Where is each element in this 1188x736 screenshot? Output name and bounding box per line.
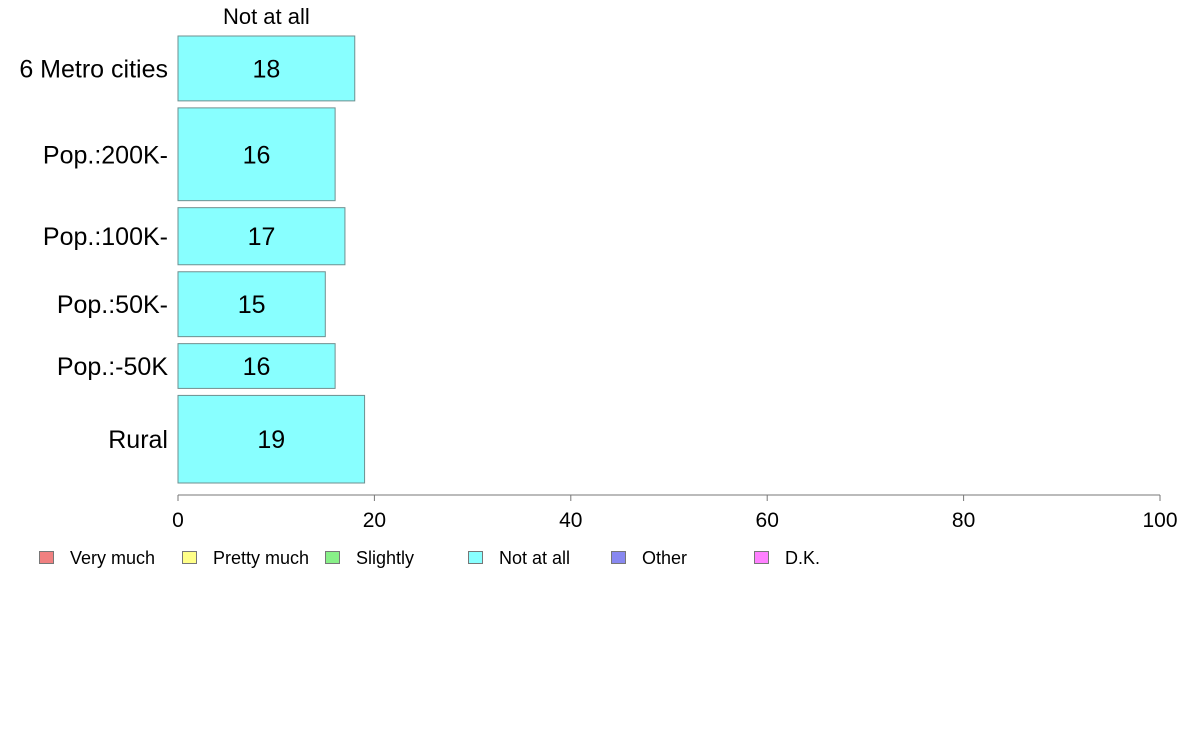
legend-label-3: Not at all bbox=[499, 548, 571, 568]
data-label-1: 16 bbox=[243, 141, 271, 169]
bar-5 bbox=[177, 394, 366, 484]
bar-3 bbox=[177, 271, 326, 338]
x-tick-label-0: 0 bbox=[172, 509, 184, 532]
legend: Very much Pretty much Slightly Not at all Ot… bbox=[0, 546, 1188, 572]
category-label-3: Pop.:50K- bbox=[57, 291, 168, 319]
chart-title: Not at all bbox=[223, 4, 310, 29]
data-label-3: 15 bbox=[238, 291, 266, 319]
bar-2 bbox=[177, 207, 346, 266]
legend-swatch-5 bbox=[754, 551, 769, 564]
legend-label-0: Very much bbox=[70, 548, 156, 568]
legend-swatch-0 bbox=[39, 551, 54, 564]
bar-chart: Not at all 186 Metro cities16Pop.:200K-1… bbox=[19, 4, 1178, 532]
category-label-0: 6 Metro cities bbox=[19, 55, 168, 83]
x-tick-label-4: 80 bbox=[952, 509, 975, 532]
legend-swatch-4 bbox=[611, 551, 626, 564]
bar-1 bbox=[177, 107, 336, 202]
data-label-5: 19 bbox=[257, 426, 285, 454]
bar-4 bbox=[177, 343, 336, 389]
category-label-4: Pop.:-50K bbox=[57, 353, 169, 381]
legend-swatch-1 bbox=[182, 551, 197, 564]
legend-label-4: Other bbox=[642, 548, 688, 568]
category-label-1: Pop.:200K- bbox=[43, 141, 168, 169]
legend-label-5: D.K. bbox=[785, 548, 821, 568]
bar-0 bbox=[177, 35, 356, 102]
x-tick-label-2: 40 bbox=[559, 509, 582, 532]
x-tick-label-5: 100 bbox=[1142, 509, 1177, 532]
data-label-0: 18 bbox=[252, 55, 280, 83]
legend-swatch-3 bbox=[468, 551, 483, 564]
bars-group: 18 6 Metro cities 16 Pop.:200K- 17 Pop.:100K-… bbox=[19, 35, 366, 484]
x-tick-label-3: 60 bbox=[756, 509, 779, 532]
legend-label-1: Pretty much bbox=[213, 548, 310, 568]
legend-label-2: Slightly bbox=[356, 548, 415, 568]
category-label-2: Pop.:100K- bbox=[43, 223, 168, 251]
x-tick-label-1: 20 bbox=[363, 509, 386, 532]
data-label-4: 16 bbox=[243, 353, 271, 381]
category-label-5: Rural bbox=[108, 426, 168, 454]
legend-swatch-2 bbox=[325, 551, 340, 564]
data-label-2: 17 bbox=[248, 223, 276, 251]
x-axis: 0 20 40 60 80 100 bbox=[172, 494, 1178, 532]
